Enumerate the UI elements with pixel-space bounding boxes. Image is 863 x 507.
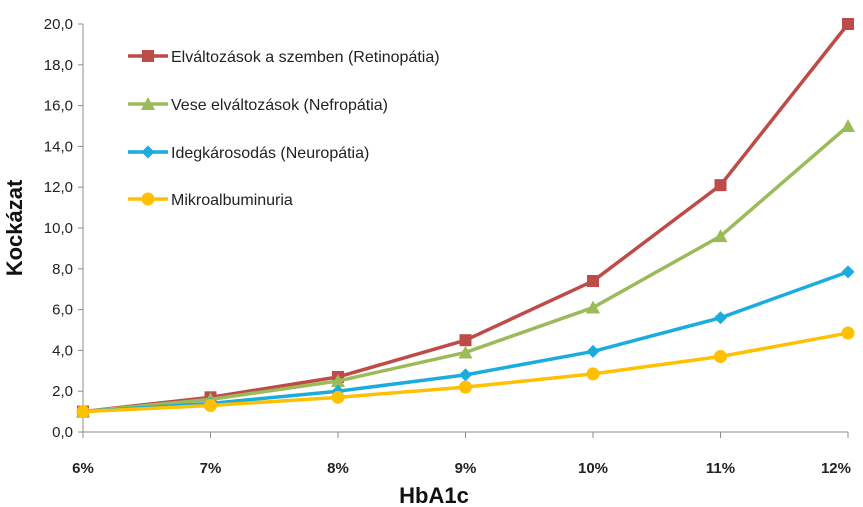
series-group [76, 18, 855, 419]
y-tick-label: 0,0 [52, 424, 73, 441]
y-tick-label: 18,0 [44, 57, 73, 74]
x-tick-label: 12% [821, 460, 851, 477]
y-tick-label: 2,0 [52, 383, 73, 400]
data-point [331, 374, 345, 387]
legend-marker [141, 97, 155, 110]
x-tick-label: 7% [200, 460, 222, 477]
data-point [842, 18, 854, 30]
legend-entry: Idegkárosodás (Neuropátia) [128, 145, 369, 162]
legend-label: Idegkárosodás (Neuropátia) [171, 145, 369, 162]
data-point [587, 275, 599, 288]
data-point [459, 368, 472, 382]
data-point [586, 344, 600, 358]
y-tick-label: 6,0 [52, 302, 73, 319]
legend-marker [141, 145, 155, 159]
data-point [586, 367, 600, 381]
x-tick-label: 8% [327, 460, 349, 477]
data-point [331, 390, 345, 404]
data-point [713, 229, 728, 243]
data-point [459, 334, 472, 347]
y-tick-label: 14,0 [44, 138, 73, 155]
data-point [586, 300, 600, 314]
data-point [204, 398, 217, 412]
axes [78, 23, 849, 438]
x-tick-label: 11% [706, 460, 735, 477]
data-point [459, 380, 472, 394]
legend: Elváltozások a szemben (Retinopátia) Vese… [128, 49, 440, 209]
x-tick-label: 9% [455, 460, 477, 477]
data-point [76, 405, 90, 419]
x-axis-title: HbA1c [399, 483, 469, 507]
data-point [458, 345, 473, 359]
y-tick-label: 8,0 [52, 261, 73, 278]
legend-marker [142, 50, 154, 62]
y-tick-labels: 0,0 2,0 4,0 6,0 8,0 10,0 12,0 14,0 16,0 18,0 20,0 [44, 16, 73, 441]
legend-entry: Vese elváltozások (Nefropátia) [128, 97, 388, 114]
legend-marker [141, 192, 155, 206]
legend-label: Vese elváltozások (Nefropátia) [171, 97, 388, 114]
x-tick-label: 10% [578, 460, 608, 477]
legend-label: Elváltozások a szemben (Retinopátia) [171, 49, 440, 66]
x-tick-labels: 6% 7% 8% 9% 10% 11% 12% [72, 460, 851, 477]
y-tick-label: 20,0 [44, 16, 73, 33]
y-tick-label: 10,0 [44, 220, 73, 237]
y-tick-label: 16,0 [44, 98, 73, 115]
data-point [714, 311, 727, 325]
y-tick-label: 4,0 [52, 342, 73, 359]
x-tick-label: 6% [72, 460, 94, 477]
legend-entry: Elváltozások a szemben (Retinopátia) [128, 49, 440, 66]
data-point [714, 179, 727, 192]
data-point [841, 119, 855, 132]
y-axis-title: Kockázat [2, 179, 27, 276]
y-tick-label: 12,0 [44, 179, 73, 196]
legend-label: Mikroalbuminuria [171, 192, 293, 209]
data-point [714, 350, 727, 364]
series-4 [76, 326, 855, 419]
legend-entry: Mikroalbuminuria [128, 192, 293, 209]
data-point [841, 326, 855, 340]
data-point [841, 265, 855, 279]
